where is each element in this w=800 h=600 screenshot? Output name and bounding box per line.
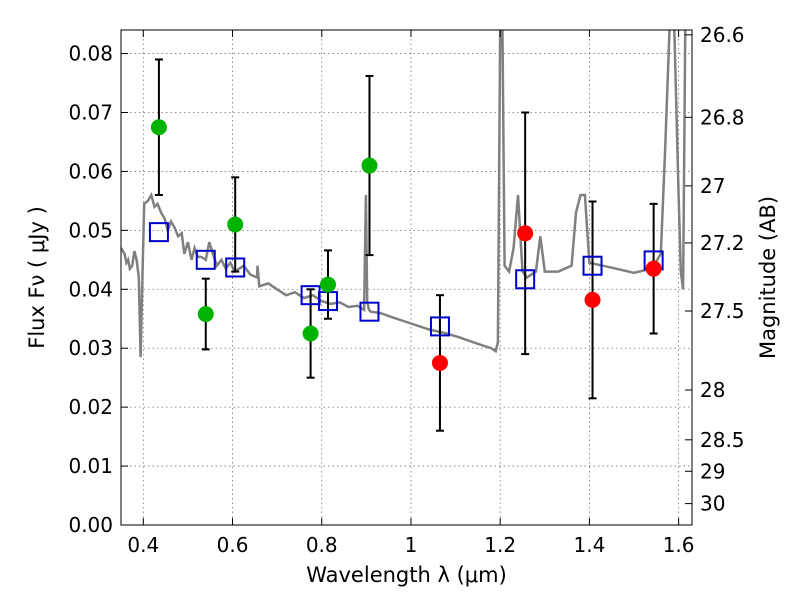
grid [121,30,692,525]
x-tick-label: 1.6 [663,533,695,557]
data-point [645,260,662,277]
sed-model-layer [121,30,687,358]
x-tick-label: 0.4 [127,533,159,557]
model-square [148,222,169,243]
y-tick-label: 0.07 [68,101,113,125]
right-tick-label: 26.8 [700,105,745,129]
right-tick-label: 26.6 [700,23,745,47]
right-tick-label: 27.2 [700,231,745,255]
x-tick-label: 1.2 [484,533,516,557]
x-axis-label: Wavelength λ (μm) [306,563,507,587]
y-tick-label: 0.01 [68,454,113,478]
x-tick-label: 0.8 [306,533,338,557]
axis-ticks: 0.4 0.6 0.8 1 1.2 1.4 1.6 0.00 0.01 0.02 0.03 0.04 0… [68,23,744,557]
x-tick-label: 1 [405,533,418,557]
data-point [361,157,378,174]
x-tick-label: 1.4 [573,533,605,557]
model-square [582,255,603,276]
error-bars [154,58,658,432]
right-axis-label: Magnitude (AB) [756,196,780,359]
y-tick-label: 0.03 [68,336,113,360]
right-tick-label: 28.5 [700,428,745,452]
model-square [515,269,536,290]
model-square [225,257,246,278]
data-point [150,119,167,136]
data-point [319,276,336,293]
plot-frame [120,29,693,526]
data-points [150,119,662,371]
data-point [302,325,319,342]
data-point [517,225,534,242]
y-axis-label: Flux Fν ( μJy ) [25,206,49,349]
model-square [359,301,380,322]
right-tick-label: 28 [700,378,725,402]
model-squares [148,222,664,337]
y-tick-label: 0.04 [68,277,113,301]
right-tick-label: 27 [700,174,725,198]
data-point [431,354,448,371]
y-tick-label: 0.02 [68,395,113,419]
y-tick-label: 0.05 [68,218,113,242]
data-point [227,216,244,233]
data-point [584,291,601,308]
model-square [195,249,216,270]
model-square [429,316,450,337]
right-tick-label: 27.5 [700,299,745,323]
y-tick-label: 0.00 [68,513,113,537]
right-tick-label: 30 [700,492,725,516]
y-tick-label: 0.06 [68,159,113,183]
sed-model-line [121,30,687,358]
data-point [197,306,214,323]
y-tick-label: 0.08 [68,42,113,66]
x-tick-label: 0.6 [217,533,249,557]
right-tick-label: 29 [700,459,725,483]
